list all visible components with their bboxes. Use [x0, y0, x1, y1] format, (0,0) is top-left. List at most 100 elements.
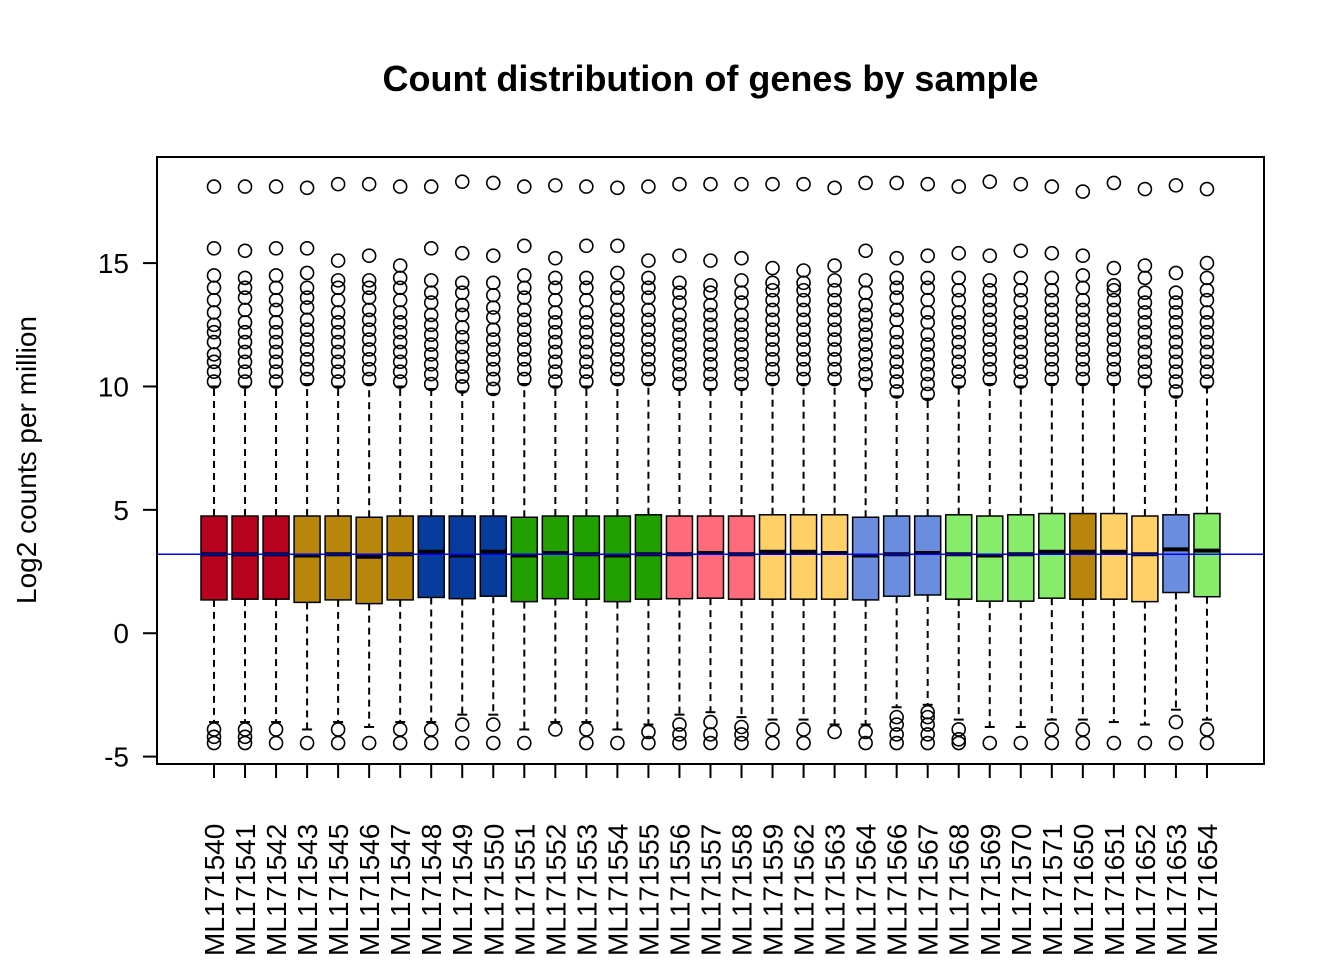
outlier-point [268, 280, 284, 296]
outlier-point [765, 292, 780, 308]
outlier-point [1106, 278, 1122, 293]
box-ML171545 [324, 176, 352, 751]
outlier-point [423, 722, 439, 737]
outlier-point [206, 240, 222, 256]
box-ML171554 [603, 180, 632, 751]
outlier-point [1044, 322, 1060, 338]
outlier-point [641, 302, 656, 318]
outlier-point [827, 361, 842, 377]
outlier-point [1075, 371, 1091, 387]
x-tick-label: ML171569 [975, 824, 1006, 956]
outlier-point [237, 334, 253, 350]
outlier-point [516, 361, 532, 377]
outlier-point [206, 354, 222, 370]
outlier-point [1013, 324, 1029, 340]
outlier-point [858, 337, 873, 352]
outlier-point [268, 324, 284, 340]
outlier-point [641, 290, 656, 305]
outlier-point [423, 735, 439, 751]
outlier-point [951, 374, 967, 389]
outlier-point [268, 302, 284, 318]
outlier-point [1075, 184, 1091, 199]
x-tick-label: ML171548 [416, 824, 447, 956]
box-iqr [976, 515, 1004, 602]
outlier-point [920, 366, 935, 382]
outlier-point [516, 332, 532, 347]
outlier-point [1137, 258, 1153, 273]
x-tick-label: ML171542 [261, 824, 292, 956]
outlier-point [206, 722, 222, 737]
outlier-point [610, 322, 625, 338]
outlier-point [672, 337, 687, 352]
outlier-point [734, 285, 749, 301]
outlier-point [827, 342, 842, 357]
outlier-point [796, 332, 811, 347]
outlier-point [579, 270, 594, 286]
outlier-point [858, 356, 873, 372]
outlier-point [765, 735, 780, 751]
outlier-point [237, 729, 253, 745]
outlier-point [268, 735, 284, 751]
x-tick-label: ML171570 [1006, 824, 1037, 956]
outlier-point [1168, 295, 1184, 310]
outlier-point [392, 344, 408, 360]
box-iqr [231, 515, 259, 600]
outlier-point [1137, 295, 1153, 310]
box-ML171558 [727, 176, 756, 751]
x-tick-label: ML171566 [882, 824, 913, 956]
outlier-point [889, 312, 904, 328]
x-tick-label: ML171654 [1192, 824, 1223, 956]
outlier-point [268, 722, 284, 737]
outlier-point [951, 282, 967, 298]
outlier-point [361, 280, 377, 296]
outlier-point [610, 735, 625, 751]
outlier-point [299, 300, 315, 315]
outlier-point [548, 364, 563, 379]
outlier-point [361, 290, 377, 305]
outlier-point [610, 302, 625, 318]
outlier-point [579, 324, 594, 340]
outlier-point [703, 376, 718, 392]
outlier-point [734, 366, 749, 382]
outlier-point [920, 305, 935, 320]
box-iqr [851, 516, 880, 601]
outlier-point [516, 268, 532, 283]
outlier-point [299, 240, 315, 256]
box-ML171543 [293, 180, 321, 751]
box-iqr [479, 515, 508, 597]
outlier-point [1044, 352, 1060, 367]
outlier-point [920, 386, 935, 402]
outlier-point [330, 305, 346, 320]
outlier-point [579, 305, 594, 320]
outlier-point [206, 347, 222, 362]
outlier-point [827, 724, 842, 740]
x-tick-label: ML171545 [323, 824, 354, 956]
x-tick-label: ML171556 [664, 824, 695, 956]
outlier-point [1044, 282, 1060, 298]
y-tick-label: -5 [104, 742, 129, 773]
outlier-point [796, 735, 811, 751]
outlier-point [579, 344, 594, 360]
box-iqr [944, 514, 973, 600]
outlier-point [268, 334, 284, 350]
outlier-point [734, 337, 749, 352]
outlier-point [330, 722, 346, 737]
outlier-point [1075, 332, 1091, 347]
outlier-point [703, 337, 718, 352]
outlier-point [392, 324, 408, 340]
outlier-point [951, 305, 967, 320]
box-ML171548 [417, 179, 445, 751]
outlier-point [796, 361, 811, 377]
outlier-point [548, 315, 563, 330]
box-iqr [634, 514, 663, 600]
outlier-point [1044, 722, 1060, 737]
outlier-point [516, 352, 532, 367]
outlier-point [610, 342, 625, 357]
outlier-point [672, 727, 687, 742]
outlier-point [1137, 374, 1153, 389]
outlier-point [268, 344, 284, 360]
outlier-point [796, 275, 811, 291]
outlier-point [392, 354, 408, 370]
outlier-point [268, 315, 284, 330]
outlier-point [1199, 334, 1215, 350]
